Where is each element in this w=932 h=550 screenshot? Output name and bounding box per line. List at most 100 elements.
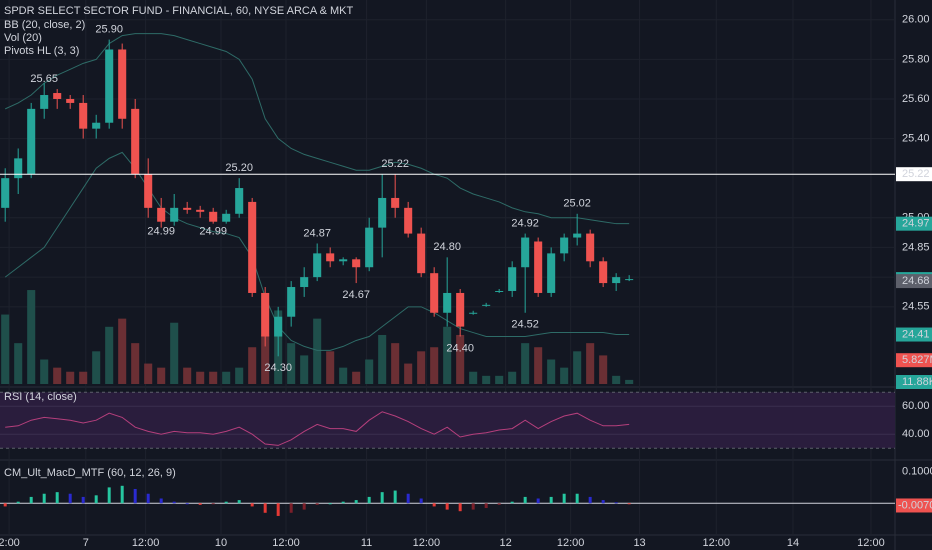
macd-label: -0.0070 <box>898 499 932 511</box>
macd-bar <box>315 503 319 505</box>
candle-body <box>157 207 166 222</box>
volume-bar <box>482 375 491 384</box>
macd-bar <box>211 503 215 505</box>
x-tick-label: 12 <box>500 537 512 549</box>
macd-bar <box>419 498 423 504</box>
x-tick-label: 12:00 <box>132 537 160 549</box>
macd-bar <box>536 498 540 504</box>
candle-body <box>14 158 23 179</box>
pivot-label: 25.02 <box>563 198 591 210</box>
candle-body <box>118 49 127 119</box>
candle-body <box>482 304 491 306</box>
candle-body <box>612 277 621 284</box>
candle-body <box>339 259 348 262</box>
macd-bar <box>185 503 189 505</box>
candle-body <box>560 237 569 254</box>
macd-bar <box>432 503 436 507</box>
pivot-label: 25.20 <box>225 162 253 174</box>
macd-bar <box>94 495 98 504</box>
volume-label-box <box>896 375 932 389</box>
pivot-label: 24.40 <box>446 342 474 354</box>
price-label-box <box>896 216 932 231</box>
price-label: 24.41 <box>902 328 930 340</box>
candle-body <box>313 253 322 278</box>
candle-body <box>378 197 387 228</box>
indicator-label: Pivots HL (3, 3) <box>4 45 79 57</box>
y-tick-label: 25.40 <box>902 132 930 144</box>
rsi-tick-label: 60.00 <box>902 400 930 412</box>
candle-body <box>586 233 595 262</box>
chart-title: SPDR SELECT SECTOR FUND - FINANCIAL, 60,… <box>4 5 354 17</box>
bb-lower <box>4 151 630 351</box>
candle-body <box>170 207 179 222</box>
candle-body <box>287 287 296 317</box>
volume-bar <box>443 326 452 384</box>
macd-bar <box>250 503 254 507</box>
macd-bar <box>614 502 618 504</box>
volume-bar <box>248 347 257 384</box>
candle-body <box>573 233 582 238</box>
candle-body <box>508 267 517 291</box>
rsi-band <box>0 392 895 449</box>
y-tick-label: 26.00 <box>902 14 930 26</box>
candle-body <box>27 108 36 175</box>
volume-label: 5.827M <box>902 354 932 366</box>
volume-bar <box>40 359 49 384</box>
volume-bar <box>131 343 140 384</box>
macd-tick-label: 0.1000 <box>902 465 932 477</box>
volume-bar <box>170 322 179 384</box>
macd-bar <box>237 500 241 504</box>
volume-bar <box>599 355 608 384</box>
price-label-box <box>896 167 932 182</box>
indicator-label: Vol (20) <box>4 32 42 44</box>
macd-bar <box>224 501 228 504</box>
volume-bar <box>300 355 309 384</box>
volume-bar <box>508 371 517 384</box>
macd-bar <box>588 496 592 504</box>
macd-bar <box>393 490 397 504</box>
macd-bar <box>289 503 293 513</box>
volume-bar <box>417 351 426 384</box>
candle-body <box>469 312 478 314</box>
price-label-box <box>896 274 932 289</box>
candle-body <box>495 290 504 292</box>
volume-label-box <box>896 353 932 368</box>
macd-bar <box>133 488 137 504</box>
macd-bar <box>380 492 384 504</box>
macd-bar <box>406 493 410 504</box>
macd-bar <box>562 493 566 504</box>
macd-bar <box>198 503 202 505</box>
macd-bar <box>484 503 488 509</box>
x-tick-label: 13 <box>633 537 645 549</box>
macd-bar <box>120 485 124 504</box>
volume-bar <box>287 343 296 384</box>
candle-body <box>235 188 244 214</box>
volume-bar <box>547 359 556 384</box>
macd-bar <box>29 496 33 504</box>
price-label: 24.97 <box>902 218 930 230</box>
macd-bar <box>263 503 267 513</box>
volume-bar <box>53 367 62 384</box>
volume-bar <box>560 367 569 384</box>
candle-body <box>274 316 283 337</box>
macd-bar <box>81 496 85 504</box>
x-tick-label: 11 <box>361 537 372 549</box>
volume-bar <box>326 351 335 384</box>
pivot-label: 25.90 <box>95 23 123 35</box>
candle-body <box>66 98 75 103</box>
candle-body <box>625 279 634 281</box>
macd-bar <box>276 503 280 516</box>
volume-bar <box>105 326 114 384</box>
macd-label-box <box>896 498 932 513</box>
volume-bar <box>1 314 10 384</box>
volume-bar <box>92 351 101 384</box>
volume-bar <box>534 347 543 384</box>
labels: SPDR SELECT SECTOR FUND - FINANCIAL, 60,… <box>4 5 354 479</box>
volume-bar <box>235 367 244 384</box>
volume-bar <box>27 290 36 384</box>
volume-bar <box>261 334 270 384</box>
pivot-label: 24.67 <box>342 289 370 301</box>
